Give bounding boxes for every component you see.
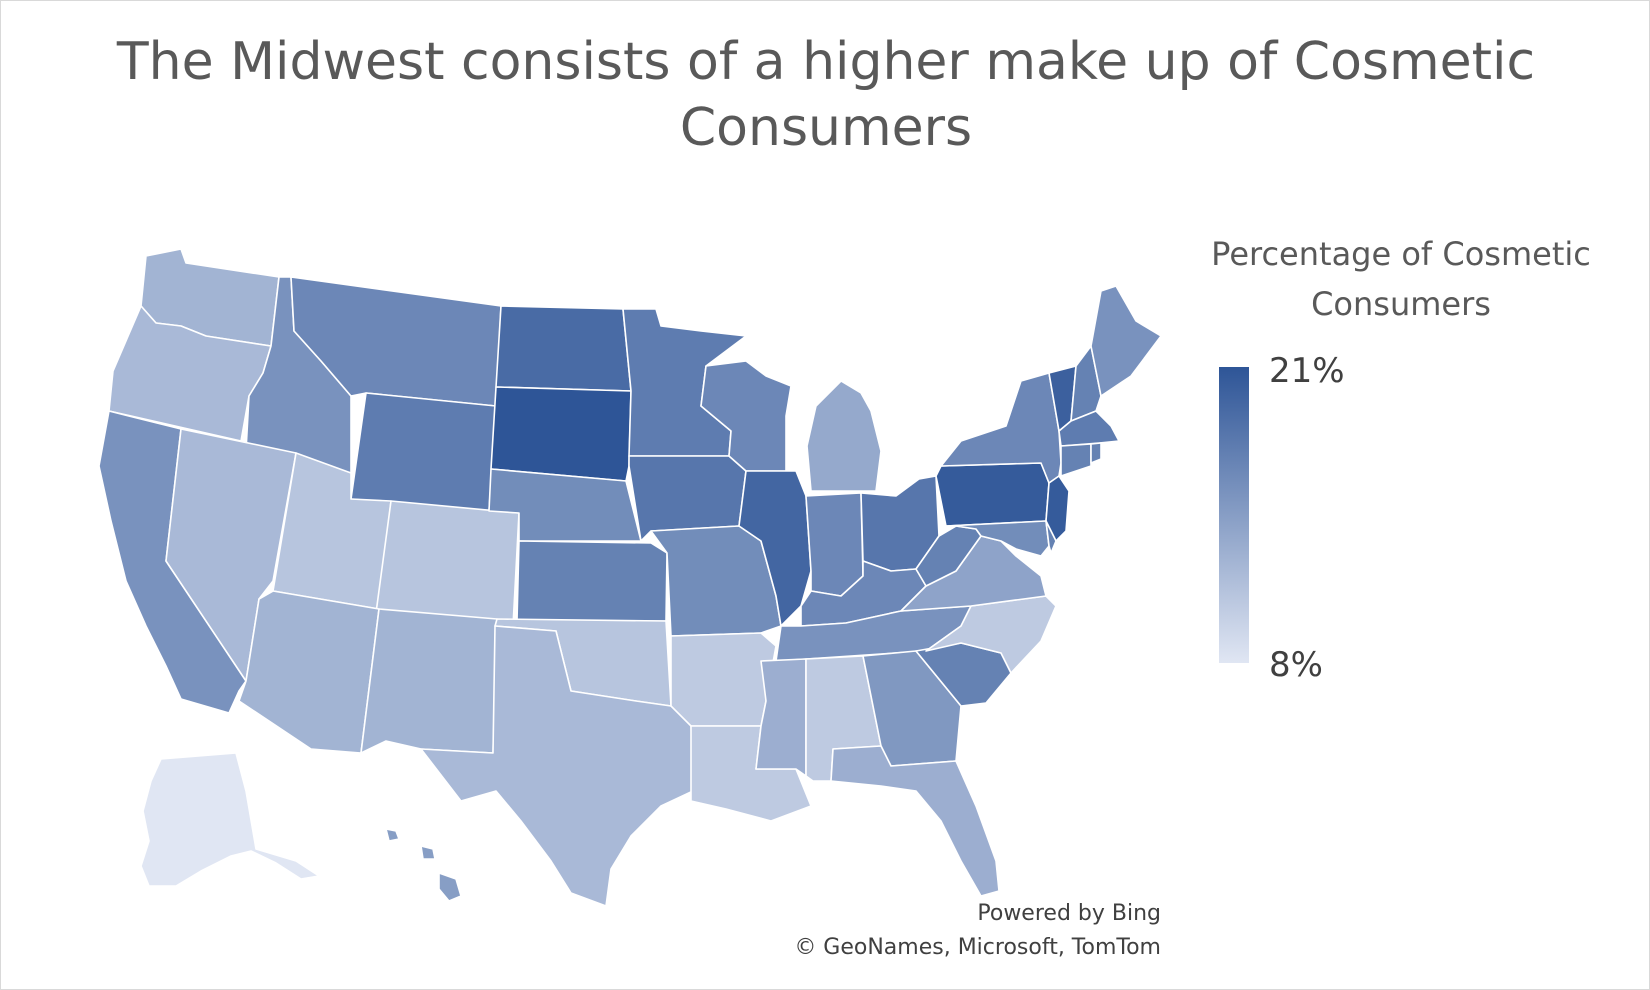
state-rhode-island: [1090, 442, 1102, 464]
state-wyoming: [350, 392, 497, 512]
state-delaware: [1045, 520, 1057, 554]
state-texas: [420, 625, 694, 907]
chart-title: The Midwest consists of a higher make up…: [116, 32, 1536, 158]
state-new-mexico: [360, 608, 498, 754]
state-new-hampshire: [1070, 345, 1102, 422]
state-colorado: [375, 500, 520, 627]
state-arizona: [238, 590, 380, 754]
state-wisconsin: [700, 360, 792, 472]
legend-min-label: 8%: [1269, 645, 1323, 685]
attribution-copyright: © GeoNames, Microsoft, TomTom: [794, 935, 1161, 960]
state-michigan: [806, 380, 882, 492]
state-illinois: [738, 470, 812, 627]
state-pennsylvania: [935, 462, 1050, 527]
state-north-dakota: [495, 305, 632, 392]
state-florida: [830, 745, 1000, 897]
legend-title: Percentage of Cosmetic Consumers: [1211, 235, 1591, 323]
state-alaska: [140, 752, 320, 887]
state-north-carolina: [925, 595, 1057, 674]
state-connecticut: [1060, 443, 1092, 477]
state-indiana: [805, 492, 864, 597]
attribution-bing: Powered by Bing: [977, 901, 1161, 926]
state-maine: [1090, 285, 1162, 397]
legend-max-label: 21%: [1269, 351, 1345, 391]
legend-gradient-bar: [1219, 367, 1249, 663]
state-south-dakota: [490, 386, 632, 482]
state-mississippi: [755, 658, 807, 777]
state-kansas: [516, 540, 668, 622]
state-hawaii: [385, 828, 462, 902]
state-arkansas: [670, 632, 777, 727]
